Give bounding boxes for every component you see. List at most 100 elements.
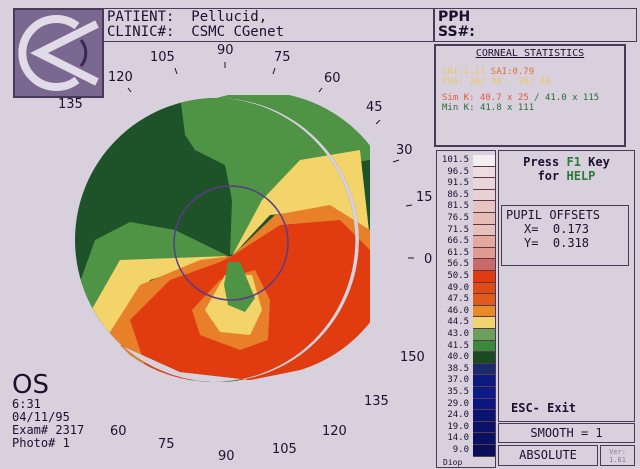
scale-swatch — [473, 224, 495, 237]
scale-label: 35.5 — [447, 387, 469, 397]
scale-label: 49.0 — [447, 282, 469, 293]
for-text: for — [537, 169, 560, 183]
help-panel: Press F1 Key for HELP ESC- Exit — [498, 150, 635, 422]
pph-label: PPH — [438, 9, 471, 25]
angle-label: 135 — [364, 394, 389, 409]
angle-label: 75 — [158, 437, 175, 452]
patient-header: PATIENT: Pellucid, CLINIC#: CSMC CGenet — [104, 8, 434, 42]
scale-label: 91.5 — [447, 178, 469, 189]
eye-label: OS — [12, 370, 49, 400]
scale-swatch — [473, 352, 495, 364]
angle-label: 135 — [58, 97, 83, 112]
scale-label: 29.0 — [447, 398, 469, 409]
scale-swatch — [473, 201, 495, 213]
scale-label: 86.5 — [447, 189, 469, 200]
scale-swatch — [473, 282, 495, 295]
ss-label: SS#: — [438, 24, 475, 40]
id-header: PPH SS#: — [434, 8, 637, 42]
scale-swatch — [473, 375, 495, 387]
absolute-mode-button[interactable]: ABSOLUTE — [498, 445, 598, 466]
scale-swatch — [473, 305, 495, 318]
simk-value2: / 41.0 x 115 — [534, 93, 600, 103]
scale-label: 40.0 — [447, 352, 469, 363]
angle-label: 0 — [424, 252, 433, 267]
scale-swatch — [473, 329, 495, 341]
scale-label: 50.5 — [447, 271, 469, 281]
pva-value: PVA: 20/ 30 - 20/ 40 — [442, 77, 551, 87]
y-value: 0.318 — [552, 236, 590, 250]
help-link[interactable]: HELP — [566, 169, 596, 183]
photo-number: Photo# 1 — [12, 436, 70, 450]
topography-map — [75, 62, 414, 382]
scale-swatch — [473, 317, 495, 329]
exam-date: 04/11/95 — [12, 410, 70, 424]
angle-label: 75 — [274, 50, 291, 65]
scale-swatch — [473, 178, 495, 190]
angle-label: 105 — [272, 442, 297, 457]
angle-ticks — [127, 62, 414, 259]
angle-label: 60 — [110, 424, 127, 439]
x-label: X= — [524, 222, 539, 236]
angle-label: 90 — [217, 43, 234, 58]
logo — [13, 8, 104, 98]
scale-swatch — [473, 410, 495, 422]
scale-label: 66.5 — [447, 236, 469, 247]
simk-label: Sim K: — [442, 93, 475, 103]
scale-swatch — [473, 271, 495, 283]
patient-label: PATIENT: — [107, 9, 175, 25]
stats-title: CORNEAL STATISTICS — [475, 48, 585, 59]
scale-label: 41.5 — [447, 340, 469, 351]
scale-label: 61.5 — [447, 247, 469, 258]
scale-swatch — [473, 433, 495, 445]
smooth-button[interactable]: SMOOTH = 1 — [498, 423, 635, 443]
exam-info: OS 6:31 04/11/95 Exam# 2317 Photo# 1 — [12, 372, 84, 450]
scale-swatch — [473, 155, 495, 167]
scale-swatch — [473, 445, 495, 457]
angle-label: 45 — [366, 100, 383, 115]
logo-icon — [18, 15, 99, 91]
angle-label: 30 — [396, 143, 413, 158]
mink-label: Min K: — [442, 103, 475, 113]
scale-label: 14.0 — [447, 433, 469, 444]
pupil-title: PUPIL OFFSETS — [506, 208, 600, 222]
patient-value: Pellucid, — [191, 9, 268, 25]
angle-label: 15 — [416, 190, 433, 205]
press-text: Press — [523, 155, 560, 169]
scale-swatch — [473, 398, 495, 411]
angle-label: 105 — [150, 50, 175, 65]
scale-label: 9.0 — [452, 445, 469, 455]
scale-label: 37.0 — [447, 375, 469, 386]
color-scale: 101.5 96.5 91.5 86.5 81.5 76.5 71.5 66.5 61.5 56.… — [436, 150, 496, 468]
scale-swatch — [473, 213, 495, 225]
scale-label: 38.5 — [447, 363, 469, 374]
sri-value: SRI:1.11 — [442, 67, 486, 77]
scale-label: 81.5 — [447, 201, 469, 212]
exam-number: Exam# 2317 — [12, 423, 85, 437]
f1-key: F1 — [566, 155, 581, 169]
angle-label: 120 — [322, 424, 347, 439]
angle-label: 150 — [400, 350, 425, 365]
map-green-region — [180, 95, 370, 255]
scale-swatch — [473, 294, 495, 306]
exam-time: 6:31 — [12, 397, 41, 411]
scale-label: 71.5 — [447, 224, 469, 235]
scale-label: 43.0 — [447, 329, 469, 339]
mink-value: 41.8 x 111 — [479, 103, 535, 113]
x-value: 0.173 — [552, 222, 590, 236]
scale-swatch — [473, 340, 495, 353]
scale-label: 76.5 — [447, 213, 469, 223]
pupil-offsets-panel: PUPIL OFFSETS X= 0.173 Y= 0.318 — [501, 205, 629, 266]
scale-label: 101.5 — [441, 155, 469, 165]
corneal-statistics-panel: CORNEAL STATISTICS SRI:1.11 SAI:0.79 PVA… — [434, 44, 626, 147]
esc-exit-button[interactable]: ESC- Exit — [511, 401, 577, 415]
scale-swatch — [473, 363, 495, 376]
scale-label: 44.5 — [447, 317, 469, 328]
scale-swatch — [473, 247, 495, 260]
angle-label: 60 — [324, 71, 341, 86]
version-label: Ver: 1.61 — [600, 445, 635, 466]
scale-label: 56.5 — [447, 259, 469, 270]
scale-label: 96.5 — [447, 166, 469, 177]
scale-swatch — [473, 236, 495, 248]
pupil-circle — [173, 185, 289, 301]
simk-value: 40.7 x 25 — [479, 93, 529, 103]
